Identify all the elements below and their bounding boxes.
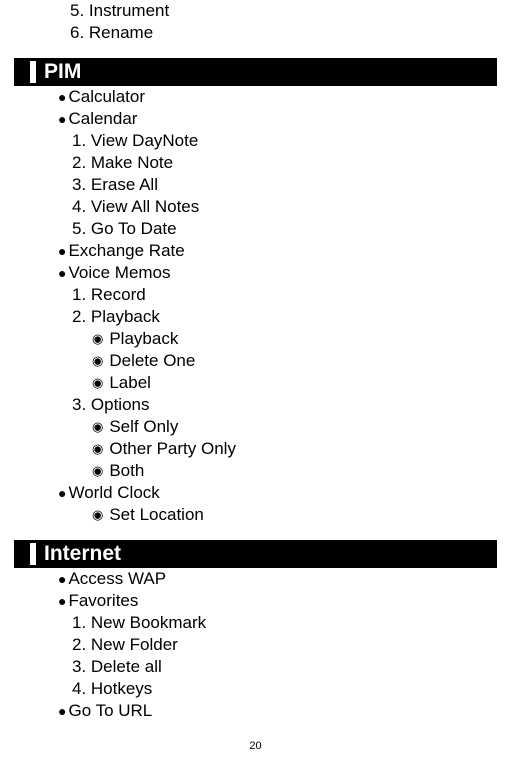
list-item: ◉Label [58,372,497,394]
list-item: ◉Playback [58,328,497,350]
circle-icon: ◉ [92,504,103,526]
list-item: 5. Go To Date [58,218,497,240]
list-item: ●Favorites [58,590,497,612]
list-item: ◉Self Only [58,416,497,438]
bullet-icon: ● [58,700,66,722]
bullet-icon: ● [58,590,66,612]
list-item: ●Voice Memos [58,262,497,284]
list-item: 3. Erase All [58,174,497,196]
list-item: 2. Playback [58,306,497,328]
list-item: 2. Make Note [58,152,497,174]
list-item: ◉Other Party Only [58,438,497,460]
section-header-internet: Internet [14,540,497,568]
header-bar-icon [30,61,36,83]
list-item: 3. Delete all [58,656,497,678]
circle-icon: ◉ [92,328,103,350]
bullet-icon: ● [58,262,66,284]
bullet-icon: ● [58,482,66,504]
list-item: ●Go To URL [58,700,497,722]
circle-icon: ◉ [92,438,103,460]
list-item: ●World Clock [58,482,497,504]
list-item: 5. Instrument [70,0,497,22]
list-item: 3. Options [58,394,497,416]
list-item: 1. View DayNote [58,130,497,152]
list-item: ◉Delete One [58,350,497,372]
bullet-icon: ● [58,240,66,262]
list-item: ●Calendar [58,108,497,130]
section-title: Internet [44,541,121,567]
section-title: PIM [44,59,81,85]
circle-icon: ◉ [92,460,103,482]
list-item: ●Calculator [58,86,497,108]
bullet-icon: ● [58,108,66,130]
list-item: 4. Hotkeys [58,678,497,700]
list-item: ◉Both [58,460,497,482]
list-item: ●Exchange Rate [58,240,497,262]
list-item: 1. New Bookmark [58,612,497,634]
bullet-icon: ● [58,86,66,108]
circle-icon: ◉ [92,350,103,372]
list-item: ●Access WAP [58,568,497,590]
list-item: ◉Set Location [58,504,497,526]
list-item: 4. View All Notes [58,196,497,218]
circle-icon: ◉ [92,416,103,438]
page-number: 20 [14,740,497,752]
bullet-icon: ● [58,568,66,590]
section-header-pim: PIM [14,58,497,86]
list-item: 1. Record [58,284,497,306]
list-item: 6. Rename [70,22,497,44]
circle-icon: ◉ [92,372,103,394]
list-item: 2. New Folder [58,634,497,656]
header-bar-icon [30,543,36,565]
